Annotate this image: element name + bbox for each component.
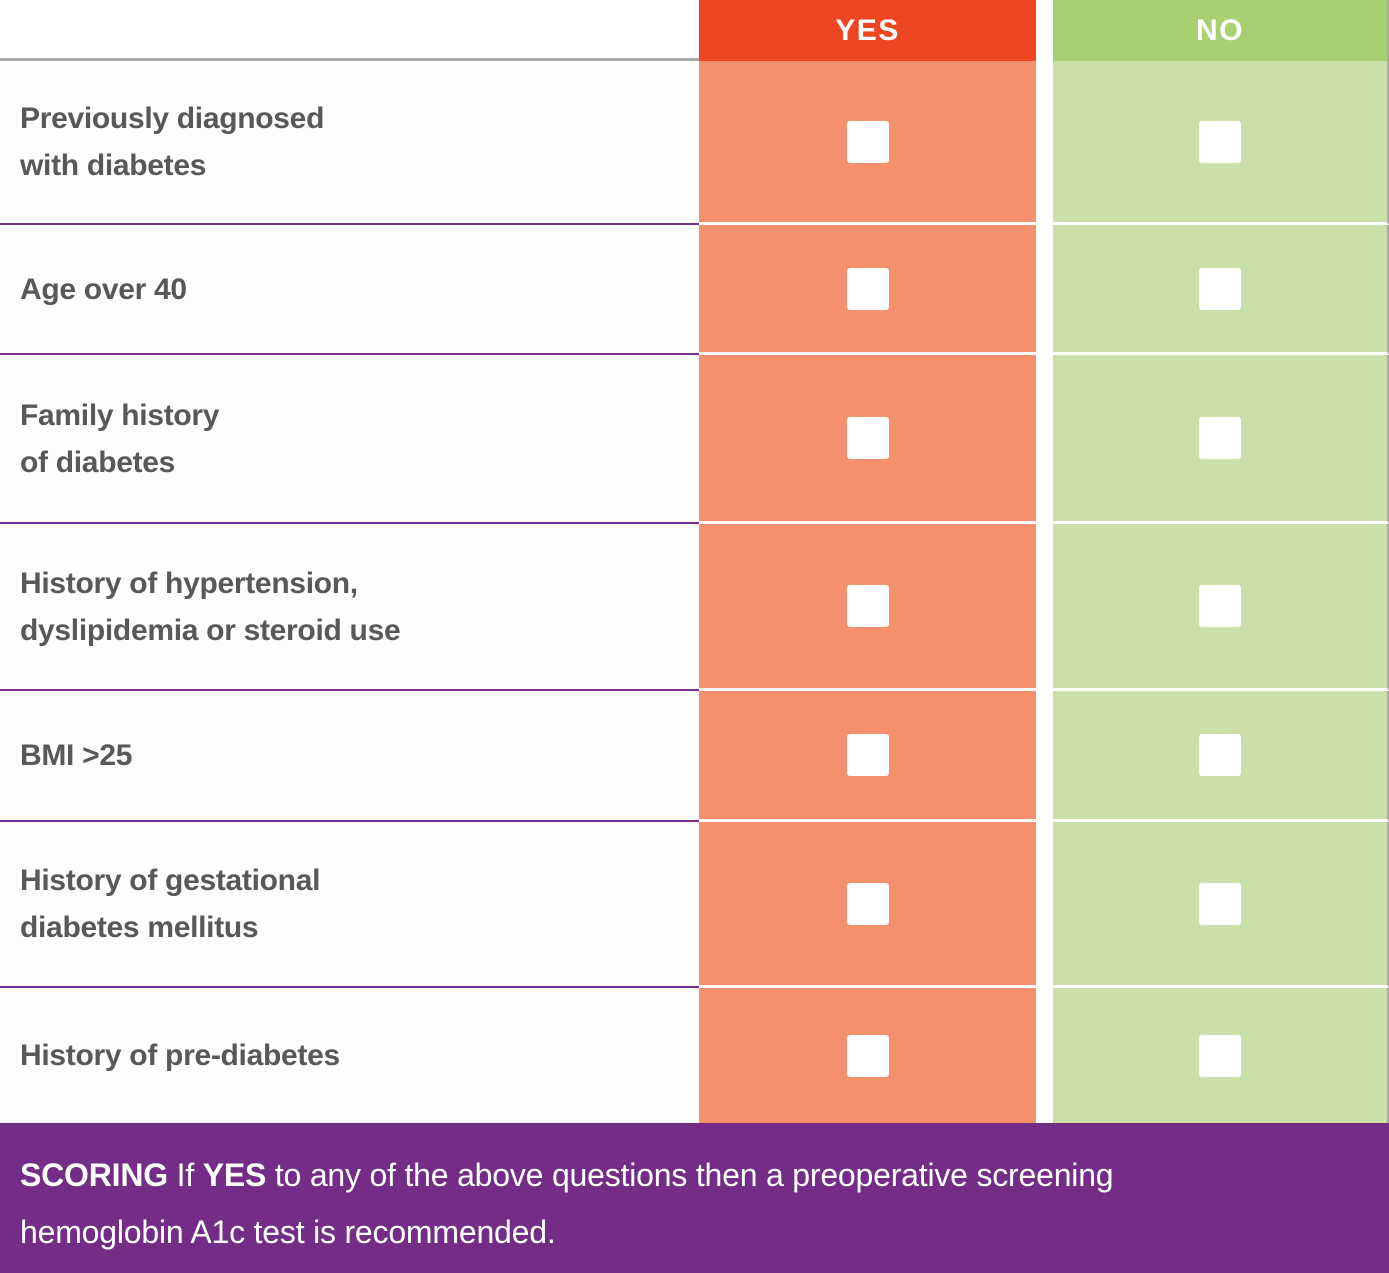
no-checkbox[interactable] [1199, 1034, 1241, 1077]
yes-cell [699, 225, 1036, 355]
no-cell [1053, 61, 1389, 225]
question-cell: Age over 40 [0, 225, 699, 355]
column-gap [1036, 822, 1053, 988]
no-cell [1053, 691, 1389, 822]
question-label: Previously diagnosed with diabetes [20, 102, 325, 182]
yes-checkbox[interactable] [846, 585, 889, 627]
no-checkbox[interactable] [1199, 734, 1241, 776]
question-row-bmi: BMI >25 [0, 691, 1389, 822]
yes-cell [699, 822, 1036, 988]
no-checkbox[interactable] [1199, 882, 1241, 925]
question-row-hypertension-history: History of hypertension, dyslipidemia or… [0, 524, 1389, 691]
question-row-gestational-diabetes: History of gestational diabetes mellitus [0, 822, 1389, 988]
question-label: History of hypertension, dyslipidemia or… [20, 566, 401, 647]
yes-checkbox[interactable] [846, 1034, 889, 1077]
scoring-segment-1: If [167, 1157, 203, 1193]
question-cell: History of pre-diabetes [0, 988, 699, 1123]
column-gap [1036, 691, 1053, 822]
yes-cell [699, 691, 1036, 822]
no-checkbox[interactable] [1199, 585, 1241, 627]
no-header-label: NO [1196, 13, 1244, 47]
question-cell: BMI >25 [0, 691, 699, 822]
question-row-age-over-40: Age over 40 [0, 225, 1389, 355]
scoring-yes-emphasis: YES [202, 1157, 267, 1193]
table-header-row: YES NO [0, 0, 1389, 61]
no-cell [1053, 822, 1389, 988]
question-cell: History of hypertension, dyslipidemia or… [0, 524, 699, 691]
no-cell [1053, 988, 1389, 1123]
question-cell: Family history of diabetes [0, 355, 699, 524]
yes-cell [699, 355, 1036, 524]
yes-checkbox[interactable] [846, 734, 889, 776]
yes-cell [699, 988, 1036, 1123]
question-row-pre-diabetes: History of pre-diabetes [0, 988, 1389, 1123]
column-gap [1036, 225, 1053, 355]
yes-column-header: YES [699, 0, 1036, 61]
question-row-family-history: Family history of diabetes [0, 355, 1389, 524]
question-label: Family history of diabetes [20, 398, 220, 479]
yes-header-label: YES [835, 13, 900, 47]
scoring-segment-2: to any of the above questions then a pre… [20, 1157, 1114, 1250]
no-checkbox[interactable] [1199, 120, 1241, 163]
no-cell [1053, 225, 1389, 355]
column-gap [1036, 988, 1053, 1123]
question-column-header [0, 0, 699, 61]
question-label: BMI >25 [20, 739, 133, 772]
question-cell: History of gestational diabetes mellitus [0, 822, 699, 988]
yes-cell [699, 524, 1036, 691]
question-row-previously-diagnosed: Previously diagnosed with diabetes [0, 61, 1389, 225]
yes-cell [699, 61, 1036, 225]
no-checkbox[interactable] [1199, 267, 1241, 310]
yes-checkbox[interactable] [846, 882, 889, 925]
yes-checkbox[interactable] [846, 267, 889, 310]
yes-checkbox[interactable] [846, 120, 889, 163]
scoring-label: SCORING [20, 1157, 168, 1193]
column-gap [1036, 524, 1053, 691]
column-gap [1036, 355, 1053, 524]
question-label: Age over 40 [20, 272, 187, 306]
column-gap [1036, 61, 1053, 225]
no-cell [1053, 355, 1389, 524]
yes-checkbox[interactable] [846, 417, 889, 459]
no-column-header: NO [1053, 0, 1389, 61]
column-gap [1036, 0, 1053, 61]
question-cell: Previously diagnosed with diabetes [0, 61, 699, 225]
scoring-footer: SCORING If YES to any of the above quest… [0, 1123, 1389, 1273]
no-cell [1053, 524, 1389, 691]
question-label: History of gestational diabetes mellitus [20, 864, 321, 944]
no-checkbox[interactable] [1199, 417, 1241, 459]
question-label: History of pre-diabetes [20, 1039, 340, 1072]
scoring-text: SCORING If YES to any of the above quest… [20, 1147, 1270, 1261]
